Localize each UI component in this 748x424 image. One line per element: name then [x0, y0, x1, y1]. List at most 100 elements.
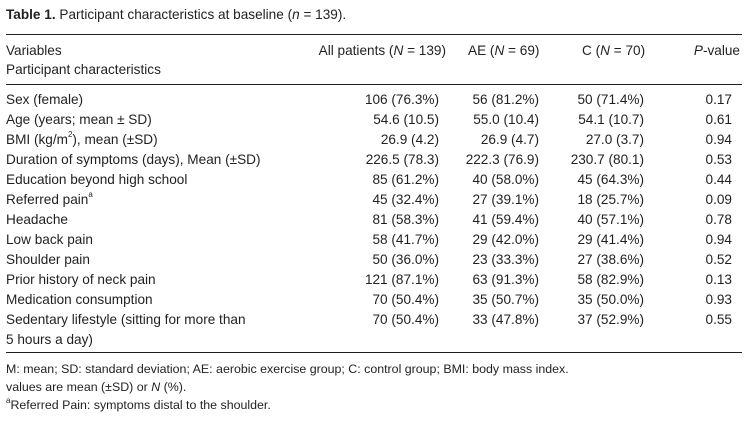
data-table: Sex (female) 106 (76.3%) 56 (81.2%) 50 (…: [6, 90, 742, 350]
caption-n-symbol: n: [292, 7, 300, 22]
row-ae: 55.0 (10.4): [473, 112, 539, 127]
row-p-value: 0.09: [705, 192, 732, 207]
row-variable: Age (years; mean ± SD): [6, 112, 152, 127]
row-variable: Education beyond high school: [6, 172, 188, 187]
header-all-patients: All patients (N = 139): [319, 41, 446, 60]
header-ae-prefix: AE (: [468, 43, 495, 58]
caption-text-start: Participant characteristics at baseline …: [59, 7, 293, 22]
row-c: 45 (64.3%): [577, 172, 645, 187]
row-variable: Medication consumption: [6, 292, 153, 307]
row-variable-text-end: ), mean (±SD): [72, 132, 158, 147]
row-c: 18 (25.7%): [577, 192, 645, 207]
row-variable: Sedentary lifestyle (sitting for more th…: [6, 310, 296, 350]
row-variable: Duration of symptoms (days), Mean (±SD): [6, 152, 261, 167]
top-rule: [6, 34, 742, 35]
footnote-marker: a: [88, 190, 93, 200]
footnote-referred-pain: aReferred Pain: symptoms distal to the s…: [6, 395, 271, 412]
table-row: BMI (kg/m2), mean (±SD) 26.9 (4.2) 26.9 …: [6, 130, 742, 150]
row-variable: Headache: [6, 212, 68, 227]
row-variable-text: Referred pain: [6, 192, 89, 207]
header-p-symbol: P: [693, 43, 703, 58]
row-all-patients: 70 (50.4%): [372, 292, 440, 307]
row-variable: BMI (kg/m2), mean (±SD): [6, 130, 296, 150]
table-row: Prior history of neck pain 121 (87.1%) 6…: [6, 270, 742, 290]
header-ae-n: N: [494, 43, 505, 58]
caption-text-end: = 139).: [299, 7, 347, 22]
row-c: 40 (57.1%): [577, 212, 645, 227]
row-p-value: 0.13: [705, 272, 732, 287]
row-p-value: 0.94: [705, 132, 732, 147]
row-c: 27 (38.6%): [577, 252, 645, 267]
row-variable-line2: 5 hours a day): [6, 332, 93, 347]
row-p-value: 0.78: [705, 212, 732, 227]
header-c: C (N = 70): [582, 41, 645, 60]
row-p-value: 0.44: [705, 172, 732, 187]
row-variable-text: BMI (kg/m: [6, 132, 68, 147]
row-ae: 33 (47.8%): [472, 312, 540, 327]
header-variables: Variables Participant characteristics: [6, 41, 161, 79]
row-ae: 63 (91.3%): [472, 272, 540, 287]
table-row: Sex (female) 106 (76.3%) 56 (81.2%) 50 (…: [6, 90, 742, 110]
row-ae: 40 (58.0%): [472, 172, 540, 187]
row-p-value: 0.94: [705, 232, 732, 247]
table-row: Education beyond high school 85 (61.2%) …: [6, 170, 742, 190]
header-p-suffix: -value: [702, 43, 740, 58]
row-c: 54.1 (10.7): [578, 112, 644, 127]
row-all-patients: 106 (76.3%): [364, 92, 439, 107]
table-row: Medication consumption 70 (50.4%) 35 (50…: [6, 290, 742, 310]
row-all-patients: 226.5 (78.3): [365, 152, 439, 167]
table-caption: Table 1. Participant characteristics at …: [6, 7, 346, 22]
header-rule: [6, 84, 742, 85]
row-variable: Prior history of neck pain: [6, 272, 156, 287]
table-row: Duration of symptoms (days), Mean (±SD) …: [6, 150, 742, 170]
table-row: Referred paina 45 (32.4%) 27 (39.1%) 18 …: [6, 190, 742, 210]
row-ae: 35 (50.7%): [472, 292, 540, 307]
row-p-value: 0.17: [705, 92, 732, 107]
row-variable: Sex (female): [6, 92, 84, 107]
header-p-value: P-value: [694, 41, 740, 60]
header-ae-suffix: = 69): [504, 43, 540, 58]
row-variable-line1: Sedentary lifestyle (sitting for more th…: [6, 312, 246, 327]
row-ae: 23 (33.3%): [472, 252, 540, 267]
footnote-abbreviations: M: mean; SD: standard deviation; AE: aer…: [6, 362, 569, 376]
footnote-marker: a: [6, 395, 11, 405]
table-row: Low back pain 58 (41.7%) 29 (42.0%) 29 (…: [6, 230, 742, 250]
row-c: 35 (50.0%): [577, 292, 645, 307]
table-label: Table 1.: [6, 7, 56, 22]
header-c-prefix: C (: [582, 43, 601, 58]
row-variable: Shoulder pain: [6, 252, 90, 267]
row-ae: 27 (39.1%): [472, 192, 540, 207]
row-all-patients: 70 (50.4%): [372, 312, 440, 327]
row-ae: 41 (59.4%): [472, 212, 540, 227]
row-p-value: 0.61: [705, 112, 732, 127]
header-all-prefix: All patients (: [318, 43, 394, 58]
row-all-patients: 58 (41.7%): [372, 232, 440, 247]
row-c: 230.7 (80.1): [570, 152, 644, 167]
row-c: 37 (52.9%): [577, 312, 645, 327]
footnote-values-text: values are mean (±SD) or: [6, 380, 152, 394]
header-variables-label: Variables: [6, 43, 62, 58]
row-variable: Low back pain: [6, 232, 93, 247]
header-ae: AE (N = 69): [468, 41, 539, 60]
row-variable: Referred paina: [6, 190, 296, 210]
row-all-patients: 26.9 (4.2): [380, 132, 439, 147]
header-all-n: N: [393, 43, 404, 58]
row-c: 58 (82.9%): [577, 272, 645, 287]
row-p-value: 0.53: [705, 152, 732, 167]
row-all-patients: 121 (87.1%): [364, 272, 439, 287]
table-row: Age (years; mean ± SD) 54.6 (10.5) 55.0 …: [6, 110, 742, 130]
footnote-values-end: (%).: [160, 380, 187, 394]
row-p-value: 0.52: [705, 252, 732, 267]
row-p-value: 0.55: [705, 312, 732, 327]
row-all-patients: 85 (61.2%): [372, 172, 440, 187]
row-all-patients: 81 (58.3%): [372, 212, 440, 227]
header-c-suffix: = 70): [609, 43, 646, 58]
row-ae: 29 (42.0%): [472, 232, 540, 247]
row-p-value: 0.93: [705, 292, 732, 307]
header-all-suffix: = 139): [403, 43, 446, 58]
row-ae: 56 (81.2%): [472, 92, 540, 107]
footnote-values-n: N: [151, 380, 161, 394]
header-c-n: N: [600, 43, 610, 58]
superscript: 2: [67, 130, 73, 140]
header-participant-characteristics: Participant characteristics: [6, 62, 161, 77]
